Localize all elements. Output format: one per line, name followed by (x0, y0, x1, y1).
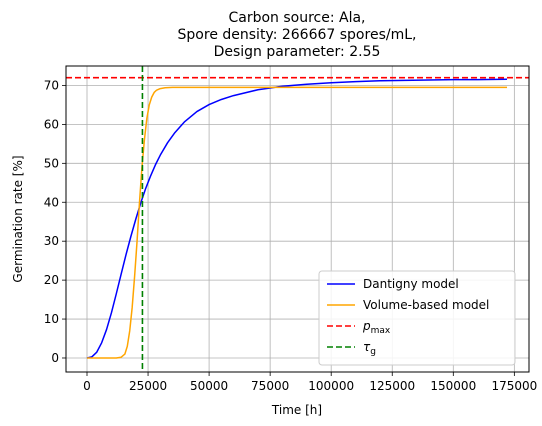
chart-title-line-1: Carbon source: Ala, (228, 10, 365, 26)
y-tick-label: 70 (44, 78, 59, 92)
y-axis-ticks: 0 10 20 30 40 50 60 70 (44, 78, 66, 365)
y-tick-label: 60 (44, 117, 59, 131)
series-line-0 (86, 78, 508, 359)
y-tick-label: 30 (44, 234, 59, 248)
y-tick-label: 40 (44, 195, 59, 209)
chart-title-line-2: Spore density: 266667 spores/mL, (178, 27, 417, 43)
chart-title: Carbon source: Ala, Spore density: 26666… (178, 10, 417, 60)
legend-label: Volume-based model (363, 298, 489, 312)
plot-frame (65, 65, 530, 373)
x-tick-label: 100000 (308, 379, 354, 393)
legend-box (318, 270, 516, 366)
y-tick-label: 0 (51, 351, 59, 365)
series-line-1 (87, 86, 508, 359)
x-axis-label: Time [h] (271, 403, 322, 417)
legend-label: Dantigny model (363, 277, 459, 291)
legend: Dantigny model Volume-based model pmax τg (318, 270, 516, 366)
y-tick-label: 20 (44, 273, 59, 287)
plot-area (66, 66, 529, 372)
x-tick-label: 0 (83, 379, 91, 393)
x-tick-label: 75000 (251, 379, 289, 393)
x-tick-label: 125000 (369, 379, 415, 393)
legend-label: pmax (362, 319, 391, 336)
x-tick-label: 150000 (430, 379, 476, 393)
legend-label: τg (363, 340, 376, 357)
y-tick-label: 50 (44, 156, 59, 170)
chart-title-line-3: Design parameter: 2.55 (214, 44, 381, 60)
y-axis-label: Germination rate [%] (11, 155, 25, 282)
x-tick-label: 25000 (129, 379, 167, 393)
x-tick-label: 50000 (190, 379, 228, 393)
x-tick-label: 175000 (491, 379, 537, 393)
y-tick-label: 10 (44, 312, 59, 326)
x-axis-ticks: 0 25000 50000 75000 100000 125000 150000 175000 (83, 372, 537, 393)
